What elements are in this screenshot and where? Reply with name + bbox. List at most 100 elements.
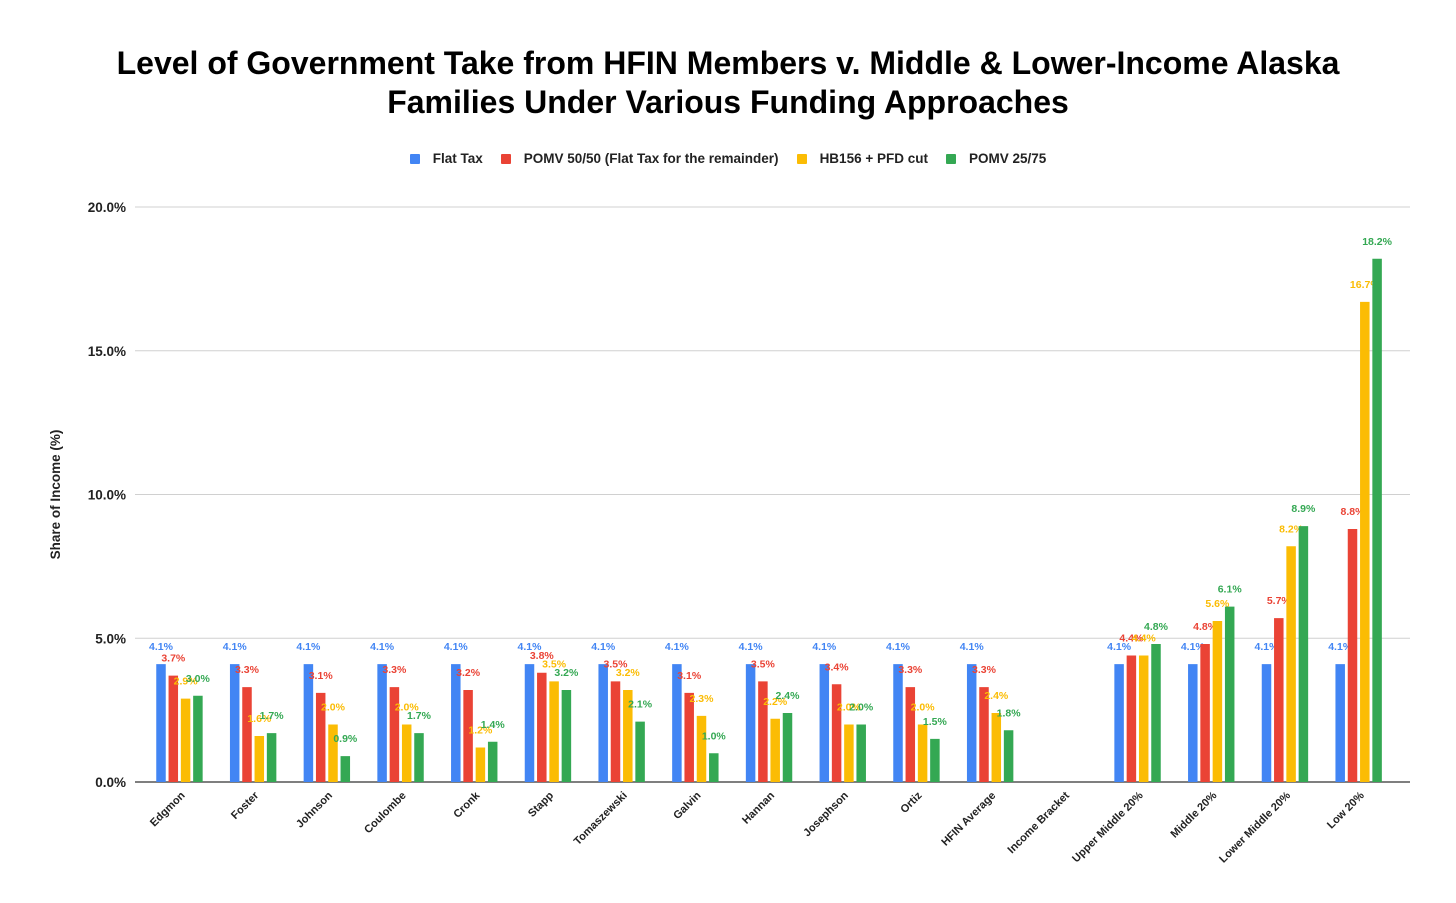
data-label-pomv-50-50-flat-tax-for-the-remainder: 4.4% (1119, 633, 1144, 645)
bar-pomv-50-50-flat-tax-for-the-remainder-hfin-average (979, 687, 989, 782)
x-tick-label: Tomaszewski (572, 790, 630, 848)
chart-title: Level of Government Take from HFIN Membe… (0, 44, 1456, 122)
data-label-pomv-50-50-flat-tax-for-the-remainder: 3.1% (309, 670, 334, 682)
x-tick-label: Foster (229, 789, 262, 822)
data-label-pomv-50-50-flat-tax-for-the-remainder: 3.3% (382, 664, 407, 676)
bar-pomv-25-75-coulombe (414, 733, 424, 782)
data-label-pomv-50-50-flat-tax-for-the-remainder: 3.2% (456, 667, 481, 679)
bar-pomv-25-75-edgmon (193, 695, 203, 782)
legend-item-hb156[interactable]: HB156 + PFD cut (796, 151, 928, 166)
bar-pomv-25-75-hfin-average (1003, 730, 1014, 782)
bar-flat-tax-low-20 (1335, 664, 1345, 782)
data-label-flat-tax: 4.1% (149, 641, 174, 653)
bar-pomv-50-50-flat-tax-for-the-remainder-lower-middle-20 (1274, 618, 1284, 782)
x-tick-label: Lower Middle 20% (1217, 789, 1293, 865)
bar-pomv-25-75-josephson (856, 724, 866, 782)
data-label-hb156-pfd-cut: 2.0% (911, 702, 936, 714)
bar-pomv-50-50-flat-tax-for-the-remainder-johnson (315, 692, 326, 782)
data-label-flat-tax: 4.1% (296, 641, 321, 653)
data-label-flat-tax: 4.1% (812, 641, 837, 653)
data-label-flat-tax: 4.1% (886, 641, 911, 653)
data-label-pomv-25-75: 3.0% (186, 673, 211, 685)
bar-pomv-50-50-flat-tax-for-the-remainder-low-20 (1347, 529, 1358, 782)
data-label-flat-tax: 4.1% (739, 641, 764, 653)
data-label-hb156-pfd-cut: 1.2% (468, 725, 493, 737)
bar-hb156-pfd-cut-josephson (844, 724, 854, 782)
data-label-pomv-25-75: 2.1% (628, 699, 653, 711)
data-label-flat-tax: 4.1% (591, 641, 616, 653)
bar-flat-tax-josephson (819, 664, 830, 782)
data-label-hb156-pfd-cut: 2.2% (763, 696, 788, 708)
bar-flat-tax-ortiz (893, 664, 903, 782)
x-tick-label: Low 20% (1325, 789, 1367, 831)
x-tick-label: HFIN Average (939, 790, 998, 849)
data-label-hb156-pfd-cut: 4.4% (1132, 633, 1157, 645)
bar-flat-tax-lower-middle-20 (1261, 664, 1272, 782)
data-label-hb156-pfd-cut: 8.2% (1279, 523, 1304, 535)
x-tick-label: Middle 20% (1169, 789, 1220, 840)
bar-pomv-50-50-flat-tax-for-the-remainder-hannan (758, 681, 768, 782)
legend-item-flat-tax[interactable]: Flat Tax (409, 151, 483, 166)
y-tick-label: 20.0% (88, 200, 126, 215)
legend-item-pomv-25-75[interactable]: POMV 25/75 (945, 151, 1046, 166)
bar-flat-tax-upper-middle-20 (1114, 664, 1124, 782)
bar-flat-tax-hfin-average (966, 664, 977, 782)
bar-hb156-pfd-cut-edgmon (180, 698, 191, 782)
data-label-flat-tax: 4.1% (370, 641, 395, 653)
bar-hb156-pfd-cut-tomaszewski (623, 690, 633, 782)
data-label-pomv-25-75: 2.0% (849, 702, 874, 714)
legend-swatch-pomv-25-75 (945, 153, 956, 164)
data-label-flat-tax: 4.1% (1328, 641, 1353, 653)
bar-hb156-pfd-cut-galvin (696, 715, 707, 782)
data-label-pomv-50-50-flat-tax-for-the-remainder: 5.7% (1267, 595, 1292, 607)
data-label-pomv-50-50-flat-tax-for-the-remainder: 4.8% (1193, 621, 1218, 633)
data-label-hb156-pfd-cut: 2.0% (837, 702, 862, 714)
data-label-flat-tax: 4.1% (1255, 641, 1280, 653)
bar-flat-tax-johnson (303, 664, 314, 782)
bar-pomv-50-50-flat-tax-for-the-remainder-edgmon (168, 675, 179, 782)
data-label-pomv-50-50-flat-tax-for-the-remainder: 3.1% (677, 670, 702, 682)
bar-flat-tax-stapp (524, 664, 535, 782)
bar-pomv-25-75-hannan (782, 713, 793, 782)
x-tick-label: Edgmon (148, 789, 188, 829)
data-label-flat-tax: 4.1% (444, 641, 469, 653)
data-label-hb156-pfd-cut: 2.0% (395, 702, 420, 714)
bar-flat-tax-coulombe (377, 664, 387, 782)
data-label-hb156-pfd-cut: 2.0% (321, 702, 346, 714)
bar-pomv-50-50-flat-tax-for-the-remainder-galvin (684, 692, 694, 782)
legend-item-pomv-50-50[interactable]: POMV 50/50 (Flat Tax for the remainder) (500, 151, 779, 166)
y-tick-label: 10.0% (88, 488, 126, 503)
legend-swatch-hb156 (796, 153, 807, 164)
bar-pomv-25-75-foster (266, 733, 277, 782)
legend-swatch-pomv-50-50 (500, 153, 511, 164)
bar-flat-tax-galvin (672, 664, 682, 782)
bar-pomv-25-75-johnson (340, 756, 351, 782)
data-label-hb156-pfd-cut: 2.3% (690, 693, 715, 705)
bar-hb156-pfd-cut-johnson (328, 724, 338, 782)
data-label-pomv-50-50-flat-tax-for-the-remainder: 3.3% (972, 664, 997, 676)
bar-pomv-50-50-flat-tax-for-the-remainder-josephson (831, 684, 842, 782)
data-label-pomv-50-50-flat-tax-for-the-remainder: 3.8% (530, 650, 555, 662)
bar-pomv-25-75-cronk (487, 741, 498, 782)
bar-pomv-50-50-flat-tax-for-the-remainder-coulombe (389, 687, 400, 782)
data-label-pomv-25-75: 2.4% (776, 690, 801, 702)
data-label-pomv-25-75: 1.5% (923, 716, 948, 728)
y-tick-label: 0.0% (95, 775, 126, 790)
data-label-pomv-50-50-flat-tax-for-the-remainder: 3.3% (898, 664, 923, 676)
bar-pomv-25-75-stapp (561, 690, 572, 782)
y-tick-label: 5.0% (95, 631, 126, 646)
chart-legend: Flat Tax POMV 50/50 (Flat Tax for the re… (0, 151, 1456, 166)
bar-pomv-25-75-ortiz (930, 738, 940, 782)
bar-hb156-pfd-cut-ortiz (917, 724, 928, 782)
data-label-flat-tax: 4.1% (960, 641, 985, 653)
x-tick-label: Stapp (526, 789, 556, 819)
data-label-pomv-25-75: 4.8% (1144, 621, 1169, 633)
bar-pomv-50-50-flat-tax-for-the-remainder-upper-middle-20 (1126, 655, 1137, 782)
data-label-pomv-25-75: 1.7% (407, 710, 432, 722)
data-label-hb156-pfd-cut: 2.9% (174, 676, 199, 688)
bar-pomv-25-75-upper-middle-20 (1151, 644, 1161, 782)
data-label-pomv-50-50-flat-tax-for-the-remainder: 3.4% (825, 661, 850, 673)
chart-title-line-1: Level of Government Take from HFIN Membe… (116, 45, 1340, 81)
data-label-hb156-pfd-cut: 1.6% (247, 713, 272, 725)
